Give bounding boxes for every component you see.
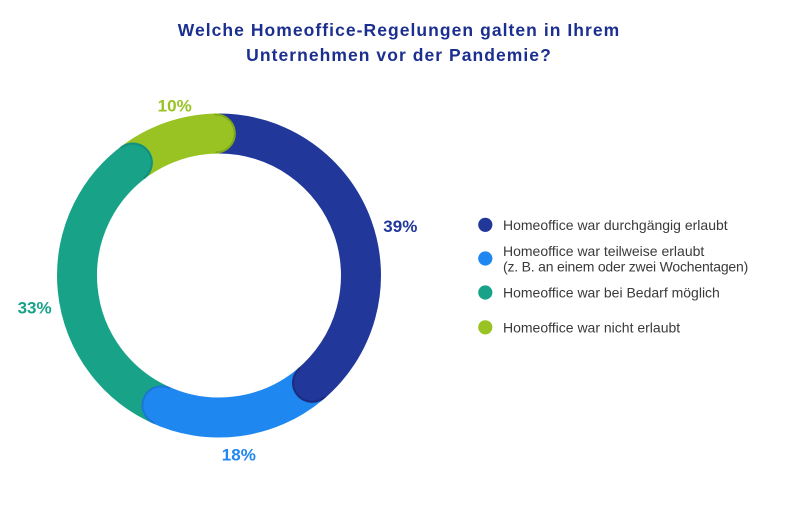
svg-text:10%: 10%	[158, 97, 192, 116]
svg-text:Homeoffice war teilweise erlau: Homeoffice war teilweise erlaubt	[503, 243, 704, 259]
svg-text:39%: 39%	[383, 217, 417, 236]
svg-text:(z. B. an einem oder zwei Woch: (z. B. an einem oder zwei Wochentagen)	[503, 259, 748, 275]
svg-text:Homeoffice war durchgängig erl: Homeoffice war durchgängig erlaubt	[503, 217, 728, 233]
svg-text:Homeoffice war nicht erlaubt: Homeoffice war nicht erlaubt	[503, 319, 680, 335]
svg-text:Unternehmen vor der Pandemie?: Unternehmen vor der Pandemie?	[246, 45, 552, 65]
svg-text:33%: 33%	[18, 299, 52, 318]
svg-text:18%: 18%	[222, 446, 256, 465]
svg-text:Homeoffice war bei Bedarf mögl: Homeoffice war bei Bedarf möglich	[503, 285, 720, 301]
svg-text:Welche Homeoffice-Regelungen g: Welche Homeoffice-Regelungen galten in I…	[178, 20, 621, 40]
